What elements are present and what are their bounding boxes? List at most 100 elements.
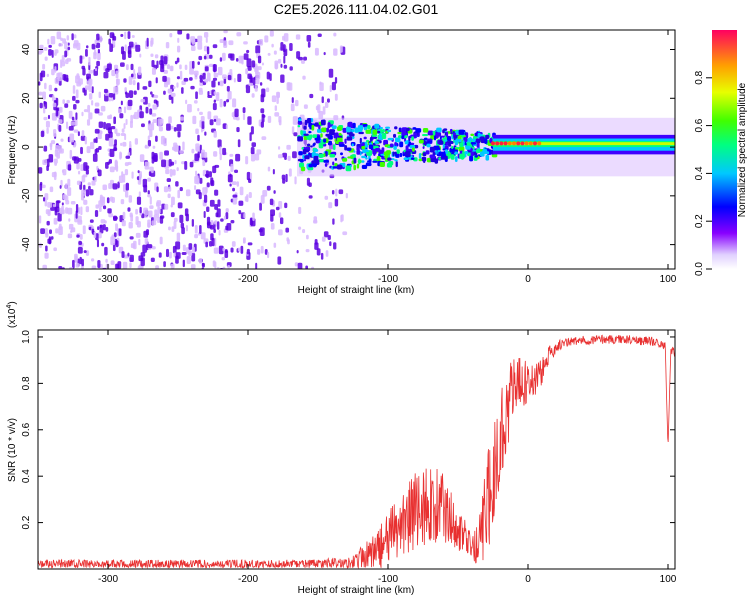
heatmap-cell [187,104,192,113]
colorbar-tick-label: 0.2 [694,214,705,228]
heatmap-cell [114,128,118,134]
heatmap-cell [213,151,218,157]
heatmap-cell [441,151,446,158]
heatmap-cell [418,152,422,159]
heatmap-cell [225,124,228,130]
heatmap-cell [269,30,274,37]
heatmap-cell [66,99,70,104]
x-tick-label: -200 [238,574,258,585]
heatmap-cell [166,64,170,70]
snr-panel: -300 -200 -100 0 100 0.2 0.4 0.6 0.8 1.0 Height … [6,301,677,596]
heatmap-cell [210,219,214,227]
heatmap-cell [248,191,252,199]
heatmap-cell [368,142,373,145]
heatmap-cell [423,159,426,164]
heatmap-cell [145,229,150,236]
heatmap-cell [231,241,236,247]
heatmap-cell [104,246,108,256]
heatmap-cell [182,259,185,268]
heatmap-cell [255,262,258,269]
heatmap-cell [54,77,60,84]
heatmap-cell [479,133,483,137]
heatmap-cell [251,142,257,147]
heatmap-cell [306,143,311,147]
heatmap-cell [127,99,133,107]
figure-title: C2E5.2026.111.04.02.G01 [274,1,439,17]
heatmap-cell [94,68,98,72]
heatmap-cell [102,205,107,210]
heatmap-cell [280,74,285,83]
heatmap-cell [285,173,288,183]
heatmap-cell [108,183,113,190]
heatmap-cell [89,219,94,223]
heatmap-cell [246,49,250,54]
heatmap-cell [170,92,176,97]
heatmap-cell [96,165,99,171]
heatmap-cell [53,158,58,164]
spectrogram-frame [37,29,676,270]
heatmap-cell [191,148,195,154]
heatmap-cell [426,143,431,148]
heatmap-cell [300,130,303,135]
heatmap-cell [147,193,151,198]
heatmap-cell [458,146,465,152]
heatmap-cell [246,194,249,203]
heatmap-cell [208,63,214,67]
heatmap-cell [163,261,166,268]
heatmap-cell [67,178,71,187]
heatmap-cell [214,261,217,269]
snr-frame [37,329,676,570]
heatmap-cell [156,201,160,207]
heatmap-cell [318,142,324,149]
heatmap-cell [226,85,230,92]
heatmap-cell [151,121,155,131]
heatmap-cell [56,200,61,204]
heatmap-cell [45,245,48,252]
heatmap-cell [77,207,81,215]
heatmap-cell [75,89,79,99]
heatmap-cell [194,185,197,191]
colorbar: 0.0 0.2 0.4 0.6 0.8 Normalized spectral ampl… [694,30,748,276]
heatmap-cell [136,196,142,205]
heatmap-cell [209,224,214,230]
heatmap-cell [60,138,64,142]
heatmap-cell [395,137,401,143]
heatmap-cell [415,128,422,133]
heatmap-cell [261,113,265,123]
heatmap-cell [344,138,347,144]
heatmap-cell [212,44,218,49]
heatmap-cell [230,247,234,253]
heatmap-cell [179,150,184,154]
heatmap-cell [81,130,85,137]
heatmap-cell [325,250,329,257]
heatmap-cell [404,140,409,145]
heatmap-cell [387,137,394,141]
heatmap-cell [129,262,132,269]
y-tick-label: 0.6 [21,422,32,436]
heatmap-cell [59,106,63,113]
heatmap-cell [147,244,153,249]
heatmap-cell [124,87,127,92]
heatmap-cell [44,199,48,207]
heatmap-cell [98,91,101,99]
heatmap-cell [128,222,133,229]
heatmap-cell [476,142,480,148]
heatmap-cell [259,227,265,236]
heatmap-cell [156,186,159,193]
heatmap-cell [110,125,116,130]
heatmap-cell [313,148,319,152]
heatmap-cell [199,177,203,184]
heatmap-cell [315,105,319,111]
heatmap-cell [72,259,75,269]
heatmap-cell [485,134,490,139]
y-tick-label: 0.4 [21,469,32,483]
heatmap-cell [235,116,240,121]
heatmap-cell [157,118,162,127]
heatmap-cell [77,157,82,162]
heatmap-cell [181,227,185,235]
heatmap-cell [203,211,206,219]
heatmap-cell [69,149,73,159]
heatmap-cell [147,222,151,228]
snr-y-label: SNR (10 * v/v) [7,418,18,482]
heatmap-cell [427,130,434,136]
